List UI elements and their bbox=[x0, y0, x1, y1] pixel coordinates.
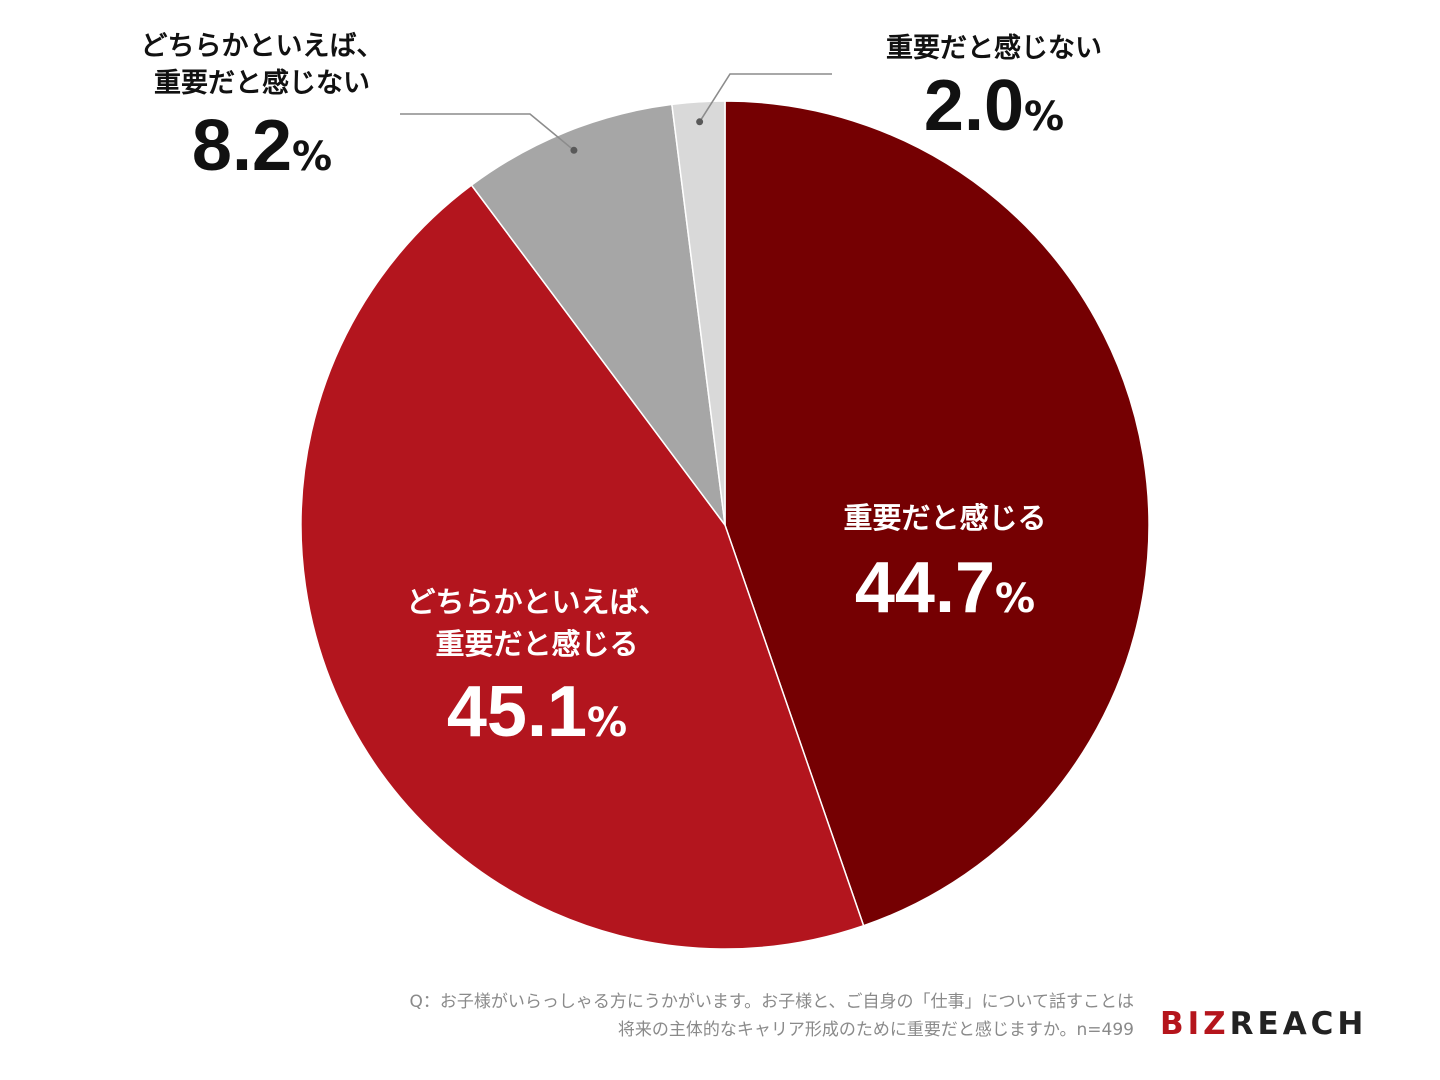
slice-label-2-line-2: 重要だと感じる bbox=[435, 627, 638, 661]
slice-label-3-line-2: 重要だと感じない bbox=[154, 67, 370, 99]
slice-label-3-line-1: どちらかといえば、 bbox=[141, 31, 384, 62]
leader-line-3 bbox=[400, 113, 575, 151]
logo-biz: BIZ bbox=[1160, 1006, 1230, 1042]
pie-slice-4 bbox=[671, 100, 726, 526]
slice-value-2: 45.1% bbox=[447, 672, 627, 752]
slice-label-4-line-1: 重要だと感じない bbox=[886, 32, 1102, 64]
pie-slices bbox=[300, 100, 1150, 950]
slice-value-3: 8.2% bbox=[192, 106, 332, 186]
slice-label-2-line-1: どちらかといえば、 bbox=[406, 585, 667, 619]
footnote-line-2: 将来の主体的なキャリア形成のために重要だと感じますか。n=499 bbox=[617, 1020, 1134, 1040]
leader-lines bbox=[400, 73, 832, 154]
leader-line-4 bbox=[698, 73, 832, 123]
pie-slice-2 bbox=[300, 184, 865, 950]
leader-dot-4 bbox=[696, 118, 704, 126]
footnote-line-1: Q：お子様がいらっしゃる方にうかがいます。お子様と、ご自身の「仕事」について話す… bbox=[409, 992, 1135, 1012]
slice-labels: 重要だと感じる44.7%どちらかといえば、重要だと感じる45.1%どちらかといえ… bbox=[141, 31, 1103, 752]
slice-label-1-line-1: 重要だと感じる bbox=[843, 501, 1046, 535]
survey-footnote: Q：お子様がいらっしゃる方にうかがいます。お子様と、ご自身の「仕事」について話す… bbox=[410, 988, 1135, 1044]
pie-slice-1 bbox=[724, 100, 1150, 927]
slice-value-1: 44.7% bbox=[855, 548, 1035, 628]
logo-reach: REACH bbox=[1229, 1006, 1368, 1042]
bizreach-logo: BIZREACH bbox=[1160, 1004, 1410, 1044]
leader-dot-3 bbox=[570, 146, 578, 154]
pie-slice-3 bbox=[470, 103, 727, 528]
slice-value-4: 2.0% bbox=[924, 66, 1064, 146]
